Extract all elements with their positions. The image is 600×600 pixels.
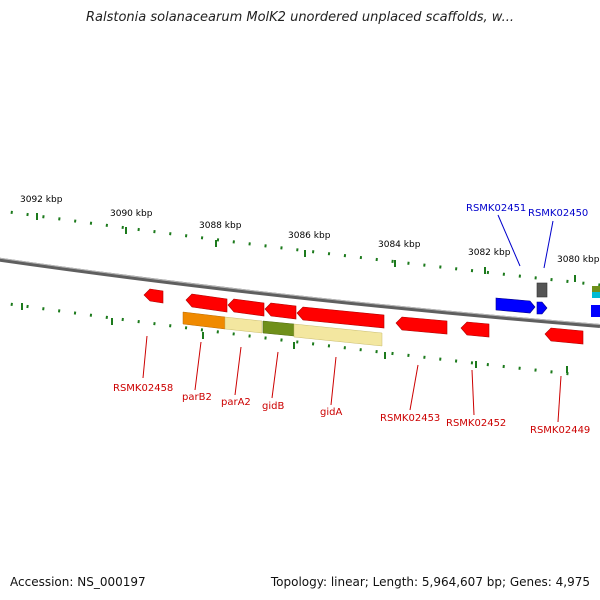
gene-label[interactable]: gidB — [262, 401, 284, 412]
tick-label: 3082 kbp — [468, 248, 511, 258]
accession-text: Accession: NS_000197 — [10, 575, 146, 589]
gene-feature[interactable] — [592, 292, 600, 298]
gene-feature[interactable] — [143, 288, 164, 304]
gene-label[interactable]: gidA — [320, 407, 342, 418]
scale-ticks-lower — [0, 301, 581, 377]
gene-label[interactable]: RSMK02452 — [446, 418, 506, 429]
gene-feature[interactable] — [592, 286, 600, 292]
gene-feature[interactable] — [185, 293, 228, 313]
gene-label[interactable]: parB2 — [182, 392, 212, 403]
gene-feature[interactable] — [536, 301, 548, 315]
topology-summary-text: Topology: linear; Length: 5,964,607 bp; … — [270, 575, 590, 589]
gene-feature[interactable] — [296, 306, 385, 329]
gene-label[interactable]: RSMK02449 — [530, 425, 590, 436]
sequence-backbone — [0, 257, 600, 328]
major-ticks-upper — [36, 213, 576, 282]
label-leader-lines-blue — [497, 214, 554, 269]
gene-label[interactable]: RSMK02458 — [113, 383, 173, 394]
tick-label: 3080 kbp — [557, 255, 600, 265]
gene-label[interactable]: RSMK02450 — [528, 208, 588, 219]
map-title: Ralstonia solanacearum MolK2 unordered u… — [85, 10, 514, 25]
gene-label[interactable]: RSMK02451 — [466, 203, 526, 214]
tick-label: 3084 kbp — [378, 240, 421, 250]
tick-label: 3086 kbp — [288, 231, 331, 241]
gene-features-red — [143, 288, 584, 345]
tick-label: 3088 kbp — [199, 221, 242, 231]
major-ticks-lower — [21, 303, 568, 373]
annotation-bars — [182, 311, 383, 347]
scale-ticks-upper — [0, 209, 600, 287]
gene-feature[interactable] — [395, 316, 448, 335]
gene-feature[interactable] — [264, 302, 297, 320]
tick-label: 3092 kbp — [20, 195, 63, 205]
gene-feature[interactable] — [460, 321, 490, 338]
gene-feature[interactable] — [544, 327, 584, 345]
gene-features-blue — [495, 282, 600, 317]
tick-label: 3090 kbp — [110, 209, 153, 219]
gene-label[interactable]: RSMK02453 — [380, 413, 440, 424]
gene-feature[interactable] — [495, 297, 536, 314]
gene-label[interactable]: parA2 — [221, 397, 251, 408]
label-leader-lines — [142, 335, 562, 423]
gene-feature[interactable] — [591, 305, 600, 317]
gene-feature[interactable] — [536, 282, 548, 298]
gene-feature[interactable] — [227, 298, 265, 317]
